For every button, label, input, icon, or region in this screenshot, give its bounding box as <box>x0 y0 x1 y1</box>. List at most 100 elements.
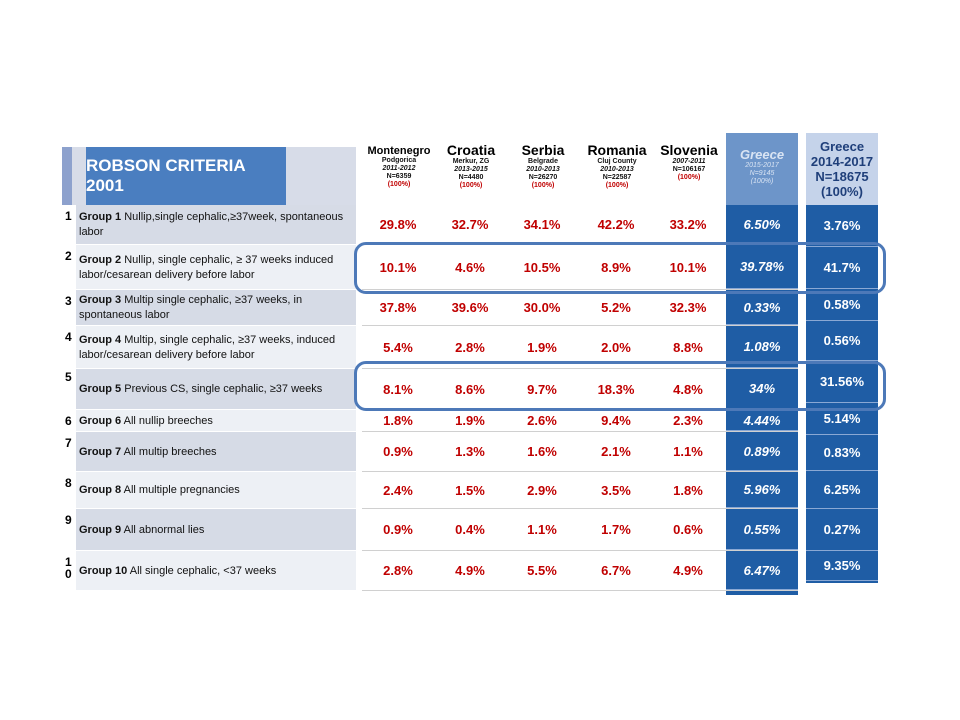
criteria-header: ROBSON CRITERIA 2001 <box>62 147 356 205</box>
value-cell: 2.8% <box>383 563 413 578</box>
greece-2014-value: 5.14% <box>806 403 878 435</box>
group-name: Group 5 <box>79 383 122 395</box>
greece-2014-value: 41.7% <box>806 247 878 289</box>
value-cell: 1.8% <box>673 482 703 498</box>
value-cell: 1.8% <box>383 413 413 428</box>
group-text: Group 3 Multip single cephalic, ≥37 week… <box>79 293 354 323</box>
greece-2015-value: 0.33% <box>726 290 798 325</box>
country-header-slovenia: Slovenia 2007-2011 N=106167 (100%) <box>652 133 726 205</box>
group-number: 3 <box>62 290 76 325</box>
group-description: Group 9 All abnormal lies <box>76 509 356 550</box>
group-text: Group 2 Nullip, single cephalic, ≥ 37 we… <box>79 253 354 283</box>
criteria-row: 6 Group 6 All nullip breeches <box>62 410 356 432</box>
group-description: Group 8 All multiple pregnancies <box>76 472 356 508</box>
group-desc: Nullip,single cephalic,≥37week, spontane… <box>79 211 344 238</box>
data-row: 2.8% 4.9% 5.5% 6.7% 4.9% 6.47% <box>362 551 798 591</box>
greece-2015-value: 39.78% <box>726 245 798 289</box>
country-years: 2010-2013 <box>600 166 634 173</box>
value-cell: 8.6% <box>455 381 485 397</box>
data-row: 2.4% 1.5% 2.9% 3.5% 1.8% 5.96% <box>362 472 798 509</box>
country-name: Romania <box>587 142 647 158</box>
group-name: Group 6 <box>79 414 122 427</box>
group-number: 1 0 <box>62 551 76 590</box>
country-n: N=106167 <box>672 166 706 173</box>
country-header-romania: Romania Cluj County 2010-2013 N=22587 (100%) <box>580 133 654 205</box>
country-name: Croatia <box>446 142 496 158</box>
value-cell: 39.6% <box>451 300 489 315</box>
value-cell: 0.9% <box>383 444 413 459</box>
group-name: Group 2 <box>79 253 122 266</box>
greece-2015-value: 0.55% <box>726 509 798 550</box>
country-pct: (100%) <box>531 182 555 189</box>
greece-2014-value: 6.25% <box>806 471 878 509</box>
group-description: Group 5 Previous CS, single cephalic, ≥3… <box>76 369 356 409</box>
criteria-title: ROBSON CRITERIA 2001 <box>86 147 286 205</box>
criteria-row: 2 Group 2 Nullip, single cephalic, ≥ 37 w… <box>62 245 356 290</box>
greece-2014-column: Greece 2014-2017 N=18675 (100%) 3.76% 41.… <box>806 133 878 583</box>
value-cell: 2.4% <box>383 482 413 498</box>
country-n: N=22587 <box>602 174 632 181</box>
country-name: Montenegro <box>367 145 431 157</box>
criteria-row: 1 0 Group 10 All single cephalic, <37 wee… <box>62 551 356 591</box>
value-cell: 5.4% <box>383 339 413 355</box>
value-cell: 1.1% <box>527 522 557 537</box>
data-row: 5.4% 2.8% 1.9% 2.0% 8.8% 1.08% <box>362 326 798 369</box>
country-years: 2013-2015 <box>454 166 488 173</box>
group-description: Group 4 Multip, single cephalic, ≥37 wee… <box>76 326 356 368</box>
group-description: Group 10 All single cephalic, <37 weeks <box>76 551 356 590</box>
data-row: 8.1% 8.6% 9.7% 18.3% 4.8% 34% <box>362 369 798 410</box>
data-row: 29.8% 32.7% 34.1% 42.2% 33.2% 6.50% <box>362 205 798 245</box>
group-text: Group 7 All multip breeches <box>79 445 217 460</box>
criteria-row: 3 Group 3 Multip single cephalic, ≥37 wee… <box>62 290 356 326</box>
value-cell: 4.6% <box>455 259 485 275</box>
group-text: Group 8 All multiple pregnancies <box>79 483 240 498</box>
country-years: 2011-2012 <box>382 165 416 172</box>
group-text: Group 1 Nullip,single cephalic,≥37week, … <box>79 210 354 240</box>
criteria-row: 1 Group 1 Nullip,single cephalic,≥37week,… <box>62 205 356 245</box>
value-cell: 1.9% <box>455 413 485 428</box>
value-cell: 9.7% <box>527 381 557 397</box>
group-desc: Previous CS, single cephalic, ≥37 weeks <box>124 383 323 395</box>
criteria-row: 9 Group 9 All abnormal lies <box>62 509 356 551</box>
country-years: 2010-2013 <box>526 166 560 173</box>
value-cell: 5.2% <box>601 300 631 315</box>
value-cell: 37.8% <box>379 300 417 315</box>
group-number: 6 <box>62 410 76 431</box>
country-place: Cluj County <box>597 158 637 165</box>
country-pct: (100%) <box>677 174 701 181</box>
group-desc: All multiple pregnancies <box>123 484 240 496</box>
value-cell: 3.5% <box>601 482 631 498</box>
group-name: Group 9 <box>79 523 122 536</box>
group-name: Group 4 <box>79 333 122 346</box>
group-name: Group 1 <box>79 211 122 223</box>
value-cell: 8.9% <box>601 259 631 275</box>
group-name: Group 7 <box>79 445 122 458</box>
value-cell: 29.8% <box>379 217 417 232</box>
value-cell: 10.1% <box>669 259 707 275</box>
value-cell: 4.9% <box>673 563 703 578</box>
group-description: Group 1 Nullip,single cephalic,≥37week, … <box>76 205 356 244</box>
greece-2015-value: 4.44% <box>726 410 798 431</box>
value-cell: 2.8% <box>455 339 485 355</box>
group-desc: Nullip, single cephalic, ≥ 37 weeks indu… <box>79 253 334 281</box>
value-cell: 1.3% <box>455 444 485 459</box>
criteria-row: 7 Group 7 All multip breeches <box>62 432 356 472</box>
greece-2015-column: Greece 2015-2017 N=9145 (100%) <box>726 133 798 595</box>
group-text: Group 9 All abnormal lies <box>79 523 204 538</box>
country-name: Serbia <box>521 142 565 158</box>
country-n: N=26270 <box>528 174 558 181</box>
country-years: 2007-2011 <box>672 158 706 165</box>
group-name: Group 3 <box>79 294 122 306</box>
greece-2015-value: 1.08% <box>726 326 798 368</box>
group-number: 5 <box>62 369 76 409</box>
country-pct: (100%) <box>605 182 629 189</box>
group-number: 9 <box>62 509 76 550</box>
criteria-row: 4 Group 4 Multip, single cephalic, ≥37 we… <box>62 326 356 369</box>
group-text: Group 10 All single cephalic, <37 weeks <box>79 564 276 579</box>
greece-2014-value: 31.56% <box>806 361 878 403</box>
country-header-croatia: Croatia Merkur, ZG 2013-2015 N=4480 (100%) <box>434 133 508 205</box>
data-row: 0.9% 1.3% 1.6% 2.1% 1.1% 0.89% <box>362 432 798 472</box>
greece-2014-value: 0.58% <box>806 289 878 321</box>
group-desc: Multip, single cephalic, ≥37 weeks, indu… <box>79 333 336 361</box>
greece-2015-value: 6.47% <box>726 551 798 590</box>
